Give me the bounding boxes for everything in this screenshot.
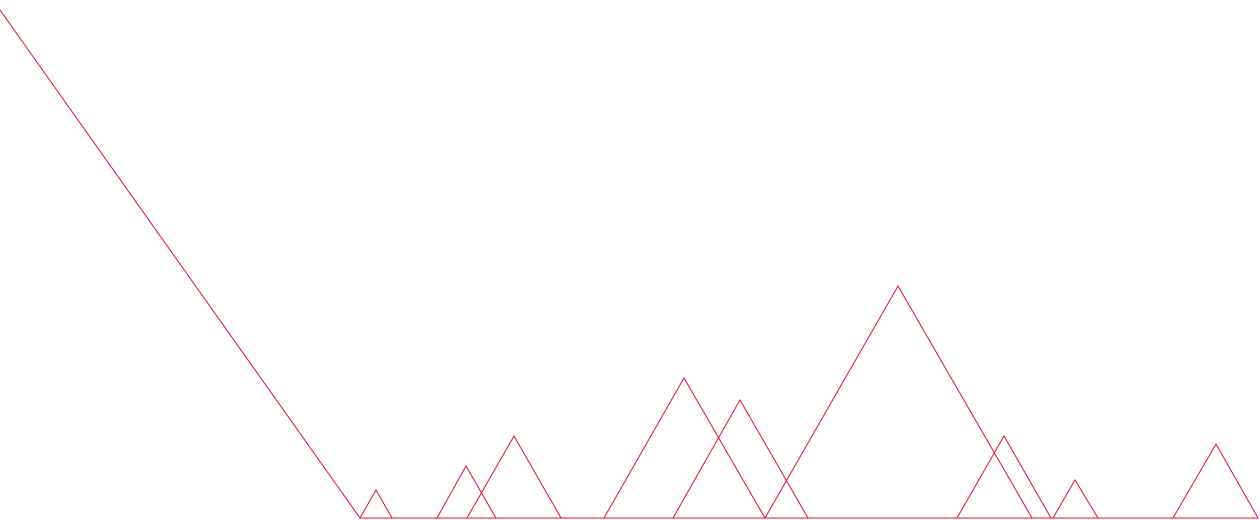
triangle-6 bbox=[764, 284, 1033, 519]
triangle-4 bbox=[603, 376, 766, 519]
triangle-2 bbox=[436, 464, 497, 519]
triangle-1 bbox=[359, 488, 393, 519]
triangle-5 bbox=[672, 398, 809, 519]
triangle-7 bbox=[956, 434, 1052, 519]
triangle-9 bbox=[1172, 442, 1259, 519]
diagonal-line bbox=[0, 9, 361, 519]
triangle-3 bbox=[466, 434, 562, 519]
triangle-8 bbox=[1052, 479, 1099, 519]
